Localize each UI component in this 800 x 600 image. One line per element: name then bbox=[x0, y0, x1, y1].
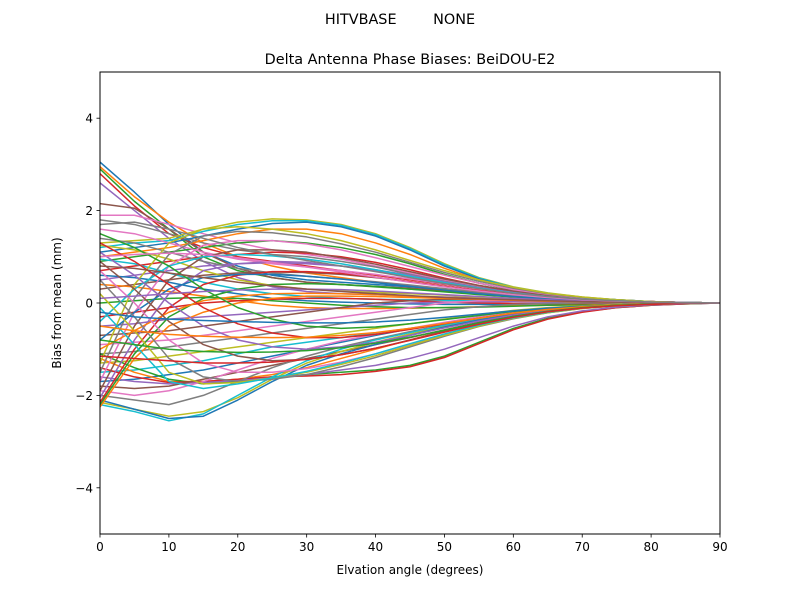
x-tick-label: 30 bbox=[299, 540, 314, 554]
x-tick-label: 40 bbox=[368, 540, 383, 554]
x-tick-label: 90 bbox=[712, 540, 727, 554]
x-tick-label: 10 bbox=[161, 540, 176, 554]
y-tick-label: 0 bbox=[85, 297, 93, 311]
x-tick-label: 80 bbox=[643, 540, 658, 554]
series-line bbox=[100, 265, 720, 304]
series-line bbox=[100, 226, 720, 364]
y-tick-label: −2 bbox=[75, 389, 93, 403]
y-axis-label: Bias from mean (mm) bbox=[50, 237, 64, 368]
x-tick-label: 70 bbox=[575, 540, 590, 554]
figure-suptitle: HITVBASE NONE bbox=[325, 12, 475, 28]
y-tick-label: 2 bbox=[85, 204, 93, 218]
y-tick-label: 4 bbox=[85, 112, 93, 126]
plot-area bbox=[99, 71, 721, 535]
chart-title: Delta Antenna Phase Biases: BeiDOU-E2 bbox=[265, 52, 556, 68]
x-tick-label: 20 bbox=[230, 540, 245, 554]
y-tick-label: −4 bbox=[75, 481, 93, 495]
series-line bbox=[100, 302, 720, 355]
series-line bbox=[100, 302, 720, 364]
series-line bbox=[100, 221, 720, 304]
series-layer bbox=[100, 161, 720, 422]
x-tick-label: 60 bbox=[506, 540, 521, 554]
x-tick-label: 50 bbox=[437, 540, 452, 554]
x-tick-label: 0 bbox=[96, 540, 104, 554]
y-axis: −4 −2 0 2 4 bbox=[75, 112, 100, 495]
x-axis-label: Elvation angle (degrees) bbox=[337, 563, 484, 577]
x-axis: 0 10 20 30 40 50 60 70 80 90 bbox=[96, 534, 728, 554]
series-line bbox=[100, 302, 720, 385]
